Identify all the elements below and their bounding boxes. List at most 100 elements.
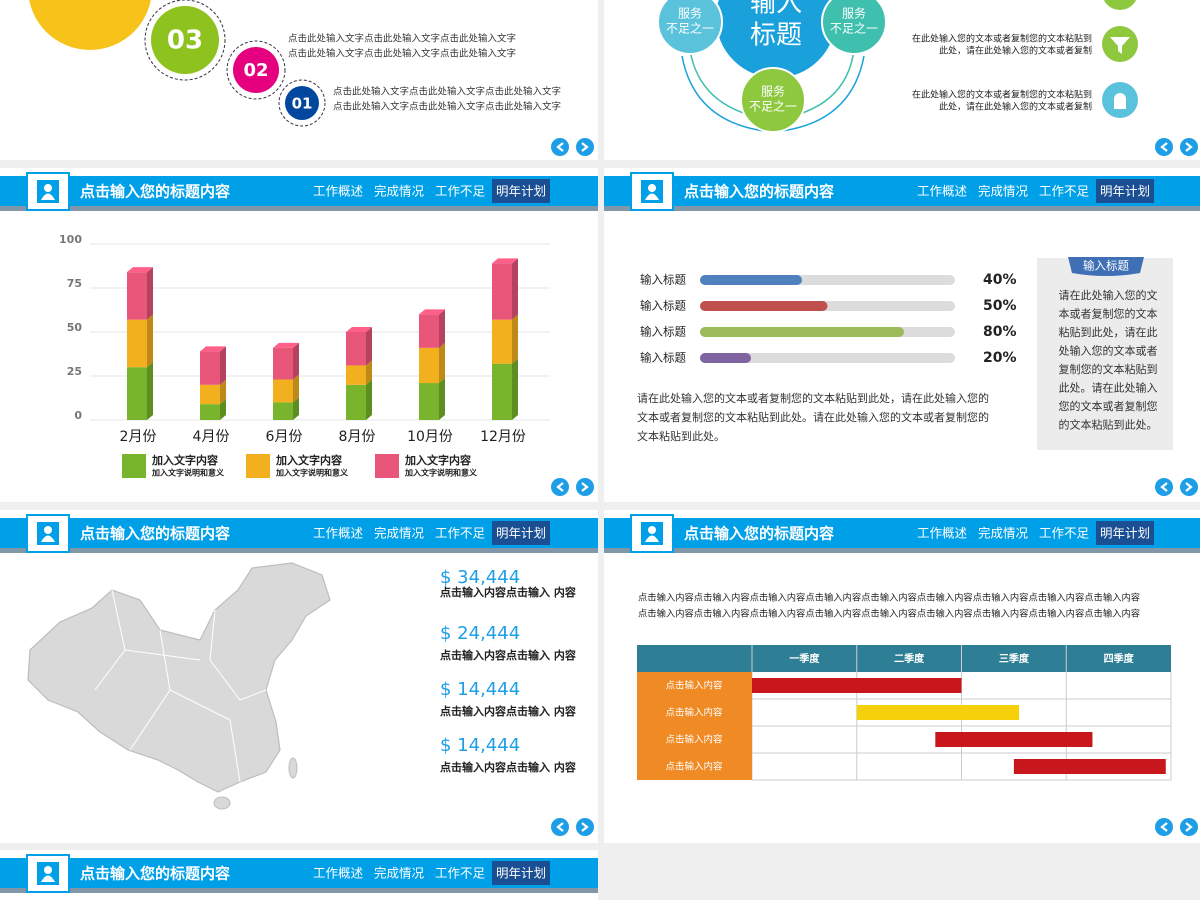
step-text: 点击此处输入文字点击此处输入文字点击此处输入文字: [333, 86, 561, 98]
paragraph: 点击输入内容点击输入内容点击输入内容点击输入内容点击输入内容点击输入内容点击输入…: [638, 608, 1140, 620]
nav-arrow[interactable]: [1180, 478, 1198, 496]
bar-top: [492, 258, 518, 264]
step-number: 03: [167, 26, 203, 56]
nav-item[interactable]: 明年计划: [1100, 526, 1150, 541]
bar-segment: [346, 365, 366, 385]
bar-segment: [273, 347, 293, 380]
nav-item[interactable]: 工作概述: [313, 526, 364, 541]
bar-side: [293, 397, 299, 420]
legend-desc: 加入文字说明和意义: [275, 468, 349, 478]
value-label: 80%: [983, 324, 1017, 340]
header-shadow: [604, 548, 1200, 553]
stat-value: $ 24,444: [440, 623, 520, 644]
nav-arrow[interactable]: [551, 138, 569, 156]
header-icon-head: [648, 184, 656, 192]
header-shadow: [0, 206, 598, 211]
nav-item[interactable]: 工作概述: [917, 184, 968, 199]
icon-glyph: [1114, 93, 1126, 109]
nav-item[interactable]: 工作概述: [313, 184, 364, 199]
nav-item[interactable]: 工作概述: [313, 866, 364, 881]
bar-segment: [346, 332, 366, 366]
nav-item[interactable]: 完成情况: [374, 184, 425, 199]
header-icon-head: [648, 526, 656, 534]
bar-side: [512, 314, 518, 364]
bar-side: [439, 309, 445, 348]
paragraph: 点击输入内容点击输入内容点击输入内容点击输入内容点击输入内容点击输入内容点击输入…: [638, 592, 1140, 604]
note-text: 在此处输入您的文本或者复制您的文本粘贴到: [912, 33, 1092, 45]
nav-arrow[interactable]: [576, 138, 594, 156]
bar-label: 输入标题: [640, 325, 686, 339]
nav-item[interactable]: 完成情况: [978, 526, 1029, 541]
service-circle: [821, 0, 887, 55]
header-icon-body: [645, 535, 659, 542]
header-icon-box: [630, 514, 674, 553]
nav-item[interactable]: 明年计划: [1100, 184, 1150, 199]
nav-item[interactable]: 完成情况: [978, 184, 1029, 199]
nav-item[interactable]: 完成情况: [374, 526, 425, 541]
legend-desc: 加入文字说明和意义: [404, 468, 478, 478]
side-text: 的文本粘贴到此处。: [1059, 418, 1158, 432]
header-title: 点击输入您的标题内容: [80, 183, 230, 201]
paragraph: 文本粘贴到此处。: [637, 429, 725, 443]
bar-side: [512, 358, 518, 420]
nav-item[interactable]: 工作不足: [435, 866, 486, 881]
step-circle: [285, 86, 319, 120]
service-text: 服务: [761, 84, 785, 99]
nav-arrow[interactable]: [1155, 818, 1173, 836]
nav-arrow[interactable]: [1180, 138, 1198, 156]
header-icon-box: [630, 172, 674, 211]
nav-active-bg: [1096, 521, 1154, 545]
step-number: 01: [292, 95, 313, 113]
bar-segment: [346, 384, 366, 420]
nav-item[interactable]: 明年计划: [496, 184, 546, 199]
legend-name: 加入文字内容: [275, 453, 342, 467]
header-icon-body: [645, 193, 659, 200]
nav-item[interactable]: 工作不足: [435, 184, 486, 199]
bar-top: [200, 346, 226, 352]
stat-label: 点击输入内容点击输入 内容: [440, 760, 576, 774]
bar-segment: [200, 404, 220, 420]
nav-arrow[interactable]: [576, 478, 594, 496]
header-icon-head: [44, 526, 52, 534]
nav-arrow[interactable]: [551, 818, 569, 836]
service-text: 服务: [678, 6, 702, 21]
bar: [700, 301, 828, 311]
nav-item[interactable]: 明年计划: [496, 526, 546, 541]
nav-arrow[interactable]: [551, 478, 569, 496]
bar-segment: [419, 314, 439, 348]
step-number: 02: [243, 60, 268, 81]
column-header: 一季度: [789, 652, 820, 665]
nav-arrow[interactable]: [1155, 478, 1173, 496]
bar-segment: [200, 351, 220, 385]
step-text: 点击此处输入文字点击此处输入文字点击此处输入文字: [333, 101, 561, 113]
bar-segment: [127, 272, 147, 320]
column-header: 三季度: [999, 652, 1030, 665]
header-icon-body: [41, 193, 55, 200]
nav-arrow[interactable]: [1180, 818, 1198, 836]
header-icon-body: [41, 875, 55, 882]
row-label: 点击输入内容: [665, 734, 723, 746]
side-title: 输入标题: [1083, 259, 1129, 273]
nav-item[interactable]: 明年计划: [496, 866, 546, 881]
x-tick-label: 4月份: [193, 429, 230, 445]
nav-item[interactable]: 工作概述: [917, 526, 968, 541]
title-circle: [716, 0, 836, 78]
row-label-cell: [637, 699, 752, 726]
nav-item[interactable]: 工作不足: [435, 526, 486, 541]
nav-arrow[interactable]: [1155, 138, 1173, 156]
nav-item[interactable]: 工作不足: [1039, 526, 1090, 541]
nav-active-bg: [492, 179, 550, 203]
nav-arrow[interactable]: [576, 818, 594, 836]
title-text: 标题: [750, 21, 802, 51]
nav-item[interactable]: 工作不足: [1039, 184, 1090, 199]
nav-item[interactable]: 完成情况: [374, 866, 425, 881]
bar-top: [346, 327, 372, 332]
stat-value: $ 14,444: [440, 679, 520, 700]
step-text: 点击此处输入文字点击此处输入文字点击此处输入文字: [288, 33, 516, 45]
value-label: 40%: [983, 272, 1017, 288]
gantt-bar: [856, 705, 1020, 720]
legend-swatch: [122, 454, 146, 478]
note-text: 在此处输入您的文本或者复制您的文本粘贴到: [912, 89, 1092, 101]
